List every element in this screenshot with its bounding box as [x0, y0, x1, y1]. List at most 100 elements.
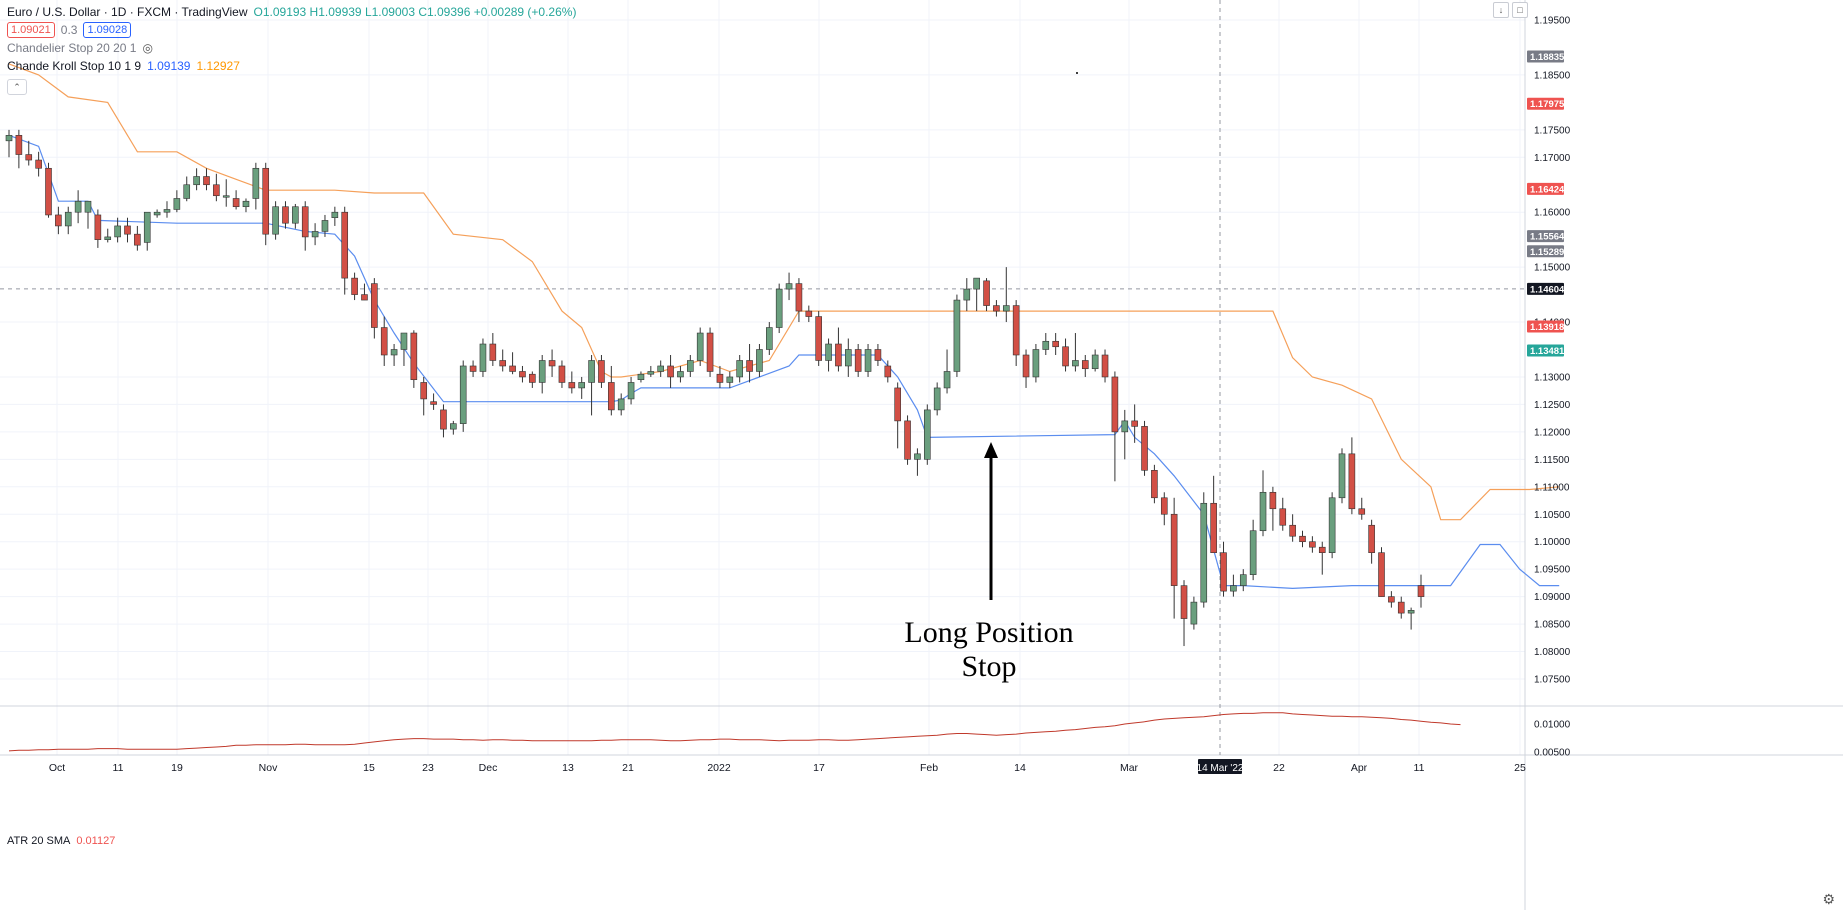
- candle-body: [35, 159, 42, 169]
- time-tick-label: 13: [562, 762, 574, 774]
- candle-body: [5, 135, 13, 142]
- candle-body: [726, 376, 734, 383]
- price-tick-label: 1.15000: [1534, 263, 1571, 274]
- price-label-value: 1.13918: [1530, 322, 1564, 333]
- candle-body: [134, 233, 141, 246]
- bid-button[interactable]: 1.09021: [7, 22, 55, 38]
- candle-body: [341, 211, 349, 279]
- symbol-title[interactable]: Euro / U.S. Dollar · 1D · FXCM · Trading…: [7, 5, 248, 19]
- candle-body: [331, 211, 339, 218]
- candle-body: [1299, 535, 1306, 543]
- candle-body: [805, 310, 813, 317]
- crosshair-date-box: [1198, 759, 1242, 774]
- price-label-value: 1.13481: [1530, 346, 1565, 357]
- candle-body: [1417, 585, 1425, 597]
- candle-body: [904, 420, 911, 460]
- price-tick-label: 1.08000: [1534, 647, 1571, 658]
- candle-body: [390, 349, 398, 356]
- candle-body: [1358, 508, 1366, 515]
- eye-hidden-icon[interactable]: ◎: [142, 41, 153, 55]
- candle-body: [213, 184, 220, 197]
- candle-body: [1190, 601, 1198, 625]
- atr-label[interactable]: ATR 20 SMA: [7, 835, 71, 847]
- candle-body: [222, 195, 230, 198]
- annotation-line-1: Long Position: [904, 616, 1073, 649]
- candle-body: [272, 206, 279, 235]
- chandelier-row[interactable]: Chandelier Stop 20 20 1 ◎: [7, 39, 576, 57]
- price-label-box: [1527, 230, 1564, 243]
- ask-button[interactable]: 1.09028: [83, 22, 132, 38]
- spread-value: 0.3: [60, 23, 78, 37]
- candle-body: [923, 409, 931, 460]
- candle-body: [1032, 349, 1040, 378]
- candle-body: [1378, 552, 1385, 597]
- candle-body: [104, 236, 112, 240]
- candle-body: [696, 332, 704, 361]
- price-tick-label: 1.07500: [1534, 675, 1571, 686]
- candle-body: [509, 365, 516, 372]
- chande-short-value: 1.12927: [196, 59, 240, 73]
- candle-body: [1131, 420, 1138, 427]
- candle-body: [1062, 346, 1069, 367]
- maximize-icon[interactable]: □: [1512, 2, 1528, 18]
- stray-dot: [1076, 72, 1078, 74]
- candle-body: [143, 211, 151, 243]
- candle-body: [351, 277, 358, 295]
- price-label-value: 1.14604: [1530, 284, 1565, 295]
- candle-body: [874, 349, 882, 361]
- candle-body: [1012, 305, 1020, 356]
- candle-body: [45, 167, 52, 216]
- price-label-value: 1.18835: [1530, 52, 1565, 63]
- candle-body: [459, 365, 467, 424]
- candle-body: [193, 176, 200, 186]
- candle-body: [94, 214, 102, 240]
- candle-body: [1328, 497, 1336, 553]
- candle-body: [1397, 601, 1405, 614]
- time-tick-label: 14: [1014, 762, 1026, 774]
- price-tick-label: 1.12500: [1534, 400, 1571, 411]
- candle-body: [64, 211, 72, 227]
- candle-body: [647, 371, 655, 375]
- chande-row[interactable]: Chande Kroll Stop 10 1 9 1.09139 1.12927: [7, 57, 576, 75]
- move-down-icon[interactable]: ↓: [1493, 2, 1509, 18]
- price-label-box: [1527, 245, 1564, 258]
- chandelier-label[interactable]: Chandelier Stop 20 20 1: [7, 41, 137, 55]
- chart-legend: Euro / U.S. Dollar · 1D · FXCM · Trading…: [7, 3, 576, 75]
- candle-body: [1022, 354, 1030, 378]
- collapse-legend-button[interactable]: ⌃: [7, 79, 27, 95]
- candle-body: [74, 200, 82, 213]
- time-tick-label: Oct: [49, 762, 65, 774]
- candle-body: [766, 327, 773, 350]
- atr-value: 0.01127: [76, 835, 116, 847]
- chande-label[interactable]: Chande Kroll Stop 10 1 9: [7, 59, 142, 73]
- candle-body: [203, 176, 210, 186]
- candle-body: [1111, 376, 1119, 433]
- time-tick-label: Mar: [1120, 762, 1139, 774]
- candle-body: [1279, 508, 1287, 526]
- gear-icon[interactable]: ⚙: [1822, 891, 1835, 907]
- candle-body: [1160, 497, 1168, 515]
- candle-body: [55, 214, 62, 227]
- price-label-box: [1527, 282, 1564, 295]
- atr-tick-label: 0.01000: [1534, 720, 1571, 731]
- candle-body: [1249, 530, 1257, 575]
- candle-body: [173, 198, 181, 210]
- price-tick-label: 1.11500: [1534, 455, 1570, 466]
- pane-controls: ↓ □: [1493, 2, 1528, 18]
- candle-body: [430, 401, 437, 405]
- candle-body: [529, 373, 536, 383]
- candle-body: [933, 387, 941, 411]
- candle-body: [815, 316, 822, 361]
- candle-body: [1309, 541, 1316, 548]
- candle-body: [479, 343, 487, 372]
- candle-body: [953, 299, 961, 372]
- price-label-value: 1.15289: [1530, 247, 1564, 258]
- price-label-box: [1527, 182, 1564, 195]
- price-label-box: [1527, 344, 1564, 357]
- candle-body: [84, 200, 92, 213]
- candle-body: [1101, 354, 1109, 378]
- candle-body: [1052, 340, 1059, 348]
- price-tick-label: 1.08500: [1534, 620, 1571, 631]
- candle-body: [637, 373, 645, 381]
